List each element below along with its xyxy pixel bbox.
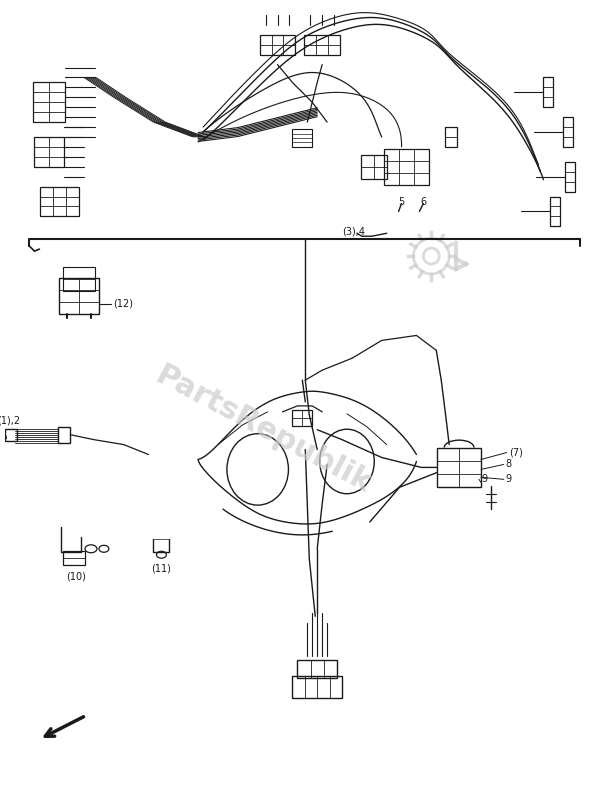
Bar [260,35,295,54]
Text: 6: 6 [421,197,427,206]
Bar [5,429,17,441]
Bar [544,77,553,107]
Bar [59,278,99,314]
Bar [292,129,312,147]
Text: (12): (12) [113,299,133,309]
Bar [34,137,64,167]
Text: PartsRepublik: PartsRepublik [150,360,376,499]
Text: (11): (11) [151,563,172,574]
Text: (1),2: (1),2 [0,416,20,426]
Text: (7): (7) [509,448,523,457]
Bar [445,127,457,147]
Text: (3),4: (3),4 [342,227,365,236]
Text: 9: 9 [506,475,512,484]
Bar [292,676,342,697]
Bar [63,267,95,291]
Bar [437,448,481,487]
Bar [550,197,560,227]
Text: 8: 8 [506,460,512,469]
Bar [63,551,85,564]
Bar [304,35,340,54]
Bar [563,117,573,147]
Bar [565,162,575,191]
Text: 9: 9 [481,475,487,484]
Bar [34,83,65,122]
Bar [361,155,386,179]
Bar [298,660,337,678]
Text: (10): (10) [66,571,86,582]
Bar [58,427,70,442]
Text: 5: 5 [398,197,404,206]
Bar [384,149,429,185]
Bar [292,410,312,426]
Bar [40,187,79,216]
